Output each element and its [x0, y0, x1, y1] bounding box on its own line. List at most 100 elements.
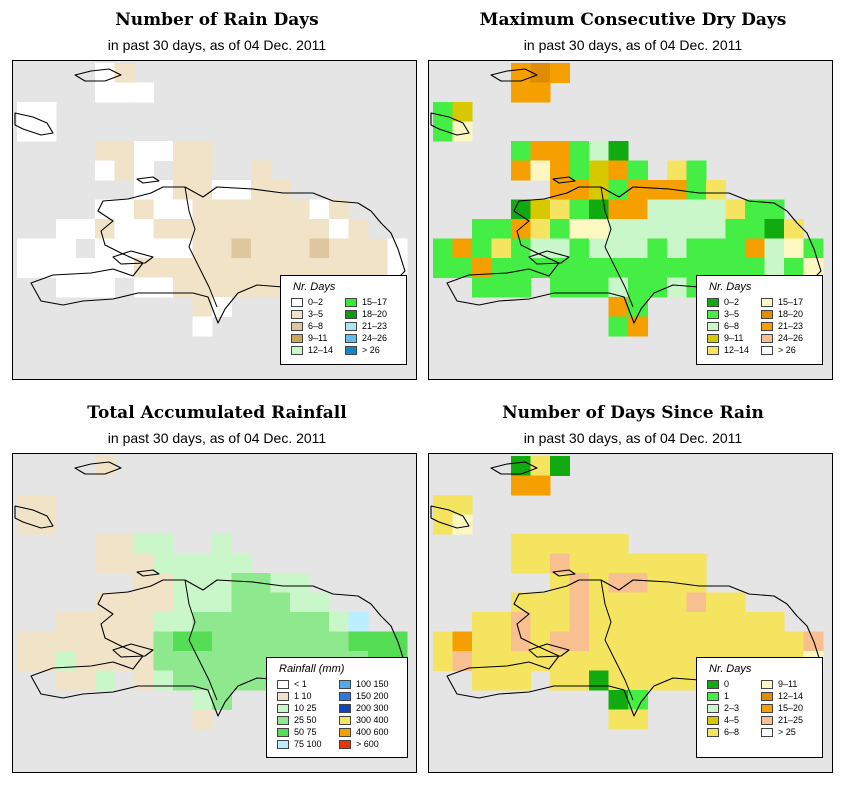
- grid-cell: [153, 670, 174, 691]
- grid-cell: [628, 199, 648, 220]
- grid-cell: [608, 612, 629, 632]
- grid-cell: [472, 631, 492, 652]
- panel-subtitle: in past 30 days, as of 04 Dec. 2011: [523, 430, 743, 446]
- grid-cell: [173, 141, 193, 161]
- grid-cell: [647, 573, 668, 593]
- grid-cell: [173, 592, 193, 613]
- grid-cell: [134, 258, 154, 278]
- grid-cell: [212, 631, 232, 652]
- grid-cell: [348, 238, 369, 259]
- grid-cell: [725, 612, 746, 632]
- grid-cell: [270, 258, 291, 278]
- grid-cell: [667, 553, 687, 574]
- grid-cell: [17, 631, 37, 652]
- grid-cell: [589, 631, 609, 652]
- grid-cell: [530, 592, 551, 613]
- legend-swatch: [707, 322, 719, 331]
- grid-cell: [452, 238, 473, 259]
- grid-cell: [173, 631, 193, 652]
- grid-cell: [550, 553, 570, 574]
- grid-cell: [667, 258, 687, 278]
- grid-cell: [628, 258, 648, 278]
- legend-title: Rainfall (mm): [279, 663, 345, 675]
- grid-cell: [36, 495, 57, 515]
- grid-cell: [212, 592, 232, 613]
- grid-cell: [17, 238, 37, 259]
- grid-cell: [17, 495, 37, 515]
- legend-label: 15–20: [778, 703, 804, 713]
- grid-cell: [290, 631, 310, 652]
- grid-cell: [608, 553, 629, 574]
- legend-swatch: [291, 346, 303, 355]
- grid-cell: [589, 534, 609, 554]
- grid-cell: [491, 612, 512, 632]
- island-outline: [112, 643, 154, 658]
- grid-cell: [348, 631, 369, 652]
- grid-cell: [550, 534, 570, 554]
- grid-cell: [329, 199, 349, 220]
- grid-cell: [270, 592, 291, 613]
- island-outline: [136, 569, 160, 577]
- grid-cell: [114, 160, 135, 181]
- grid-cell: [192, 141, 213, 161]
- grid-cell: [511, 670, 531, 691]
- grid-cell: [251, 238, 271, 259]
- legend-label: < 1: [294, 679, 307, 689]
- legend: Rainfall (mm) < 1 1 10 10 25 25 50 50 75 75 1…: [266, 657, 408, 758]
- legend-swatch: [277, 728, 289, 737]
- grid-cell: [56, 219, 76, 239]
- legend-label: 50 75: [294, 727, 317, 737]
- grid-cell: [647, 180, 668, 200]
- legend-swatch: [761, 298, 773, 307]
- grid-cell: [764, 631, 785, 652]
- grid-cell: [550, 63, 570, 83]
- legend-label: 1: [724, 691, 730, 701]
- grid-cell: [153, 219, 174, 239]
- grid-cell: [530, 199, 551, 220]
- grid-cell: [491, 631, 512, 652]
- grid-cell: [530, 238, 551, 259]
- grid-cell: [550, 573, 570, 593]
- grid-cell: [628, 297, 648, 317]
- legend-label: 21–25: [778, 715, 804, 725]
- grid-cell: [192, 180, 213, 200]
- legend-swatch: [339, 692, 351, 701]
- grid-cell: [686, 553, 707, 574]
- grid-cell: [569, 631, 590, 652]
- grid-cell: [452, 102, 473, 122]
- grid-cell: [569, 219, 590, 239]
- grid-cell: [667, 631, 687, 652]
- grid-cell: [550, 180, 570, 200]
- grid-cell: [114, 63, 135, 83]
- legend-swatch: [339, 728, 351, 737]
- grid-cell: [433, 258, 453, 278]
- grid-cell: [212, 199, 232, 220]
- island-outline: [14, 112, 54, 136]
- grid-cell: [251, 199, 271, 220]
- legend-label: 3–5: [308, 309, 324, 319]
- grid-cell: [686, 160, 707, 181]
- coastline: [446, 579, 822, 717]
- grid-cell: [628, 612, 648, 632]
- legend-label: 9–11: [724, 333, 744, 343]
- grid-cell: [56, 238, 76, 259]
- map-canvas: [430, 456, 824, 730]
- grid-cell: [290, 612, 310, 632]
- grid-cell: [192, 316, 213, 337]
- grid-cell: [95, 592, 115, 613]
- grid-cell: [309, 238, 330, 259]
- grid-cell: [745, 631, 765, 652]
- panel-title: Total Accumulated Rainfall: [87, 403, 347, 423]
- grid-cell: [745, 219, 765, 239]
- grid-cell: [114, 592, 135, 613]
- grid-cell: [368, 631, 388, 652]
- grid-cell: [231, 553, 252, 574]
- grid-cell: [608, 709, 629, 730]
- grid-cell: [134, 82, 154, 103]
- grid-cell: [686, 573, 707, 593]
- grid-cell: [530, 82, 551, 103]
- grid-cell: [550, 160, 570, 181]
- grid-cell: [114, 82, 135, 103]
- grid-cell: [608, 534, 629, 554]
- legend-label: 150 200: [356, 691, 389, 701]
